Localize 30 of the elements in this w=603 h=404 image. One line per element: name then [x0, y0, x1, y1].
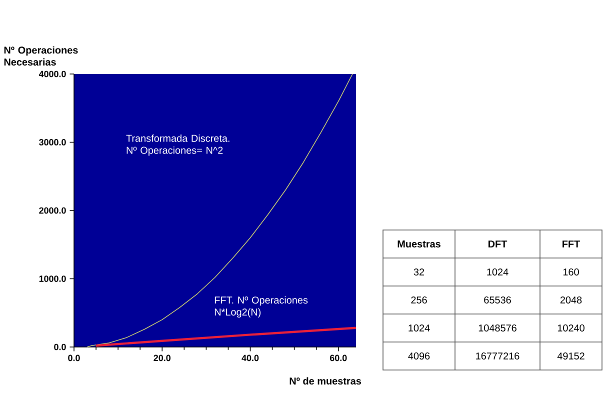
x-tick-label: 40.0 — [242, 354, 259, 362]
y-tick-label: 2000.0 — [39, 207, 66, 214]
y-tick-label: 4000.0 — [38, 70, 66, 78]
text: 160 — [563, 268, 579, 276]
y-tick-label: 3000.0 — [39, 139, 66, 146]
text: 256 — [411, 296, 427, 304]
x-axis-title: Nº de muestras — [290, 377, 362, 385]
x-tick-label: 0.0 — [68, 354, 80, 362]
annotation: Transformada Discreta. Nº Operaciones= N^2 — [126, 134, 230, 156]
text: 65536 — [484, 296, 511, 304]
text: 32 — [414, 268, 424, 276]
text: 1024 — [487, 268, 508, 276]
text: 4096 — [408, 352, 430, 360]
text: 1048576 — [478, 324, 516, 332]
y-axis-title: Nº Operaciones Necesarias — [4, 46, 78, 66]
y-tick-label: 0.0 — [54, 344, 66, 350]
category-label: Muestras — [398, 240, 440, 248]
text: 2048 — [560, 296, 582, 304]
category-label: FFT — [562, 240, 580, 248]
category-label: DFT — [488, 240, 508, 248]
text: 16777216 — [476, 352, 520, 360]
x-tick-label: 20.0 — [154, 354, 170, 362]
annotation: FFT. Nº Operaciones N*Log2(N) — [214, 296, 308, 318]
line-series — [94, 326, 358, 347]
text: 49152 — [557, 352, 584, 360]
text: 1024 — [408, 324, 430, 332]
y-tick-label: 1000.0 — [39, 276, 66, 282]
line-series — [86, 74, 353, 348]
text: 10240 — [558, 324, 584, 332]
x-tick-label: 60.0 — [330, 354, 347, 362]
